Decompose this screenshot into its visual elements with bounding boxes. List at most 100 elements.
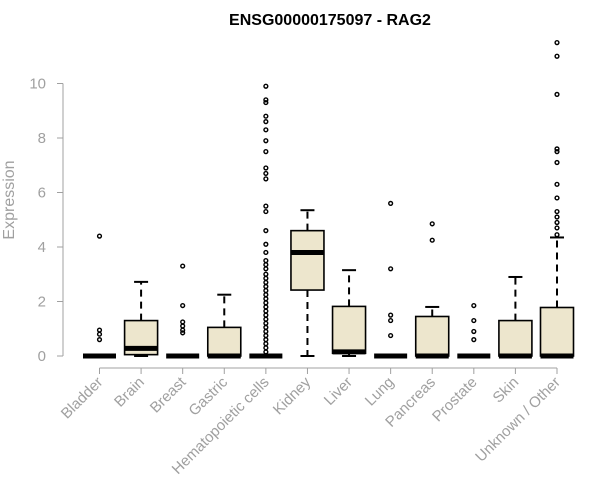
outlier-point [263, 337, 269, 343]
box-body [331, 305, 367, 355]
outlier-point [554, 219, 560, 226]
y-tick-label: 2 [38, 294, 46, 311]
box-pancreas [414, 221, 450, 359]
outlier-point [180, 327, 186, 333]
outlier-point [554, 214, 560, 220]
outlier-point [554, 225, 560, 231]
x-tick-label: Liver [321, 374, 356, 409]
outlier-point [388, 332, 394, 339]
outlier-point [263, 97, 269, 103]
outlier-point [263, 208, 269, 215]
outlier-point [96, 233, 103, 239]
box-lung [374, 200, 408, 359]
box-body [414, 315, 450, 357]
outlier-point [471, 302, 477, 309]
outlier-point [554, 208, 560, 215]
outlier-point [263, 170, 269, 177]
y-tick-label: 4 [38, 239, 46, 256]
outlier-point [180, 323, 186, 329]
box-liver [331, 269, 367, 357]
box-series [83, 40, 575, 359]
outlier-point [429, 237, 435, 243]
x-tick-label: Prostate [429, 374, 481, 426]
outlier-point [263, 266, 269, 272]
outlier-point [388, 200, 394, 206]
outlier-point [263, 83, 269, 89]
x-tick-label: Lung [362, 374, 398, 410]
outlier-point [263, 149, 269, 155]
outlier-point [554, 159, 560, 166]
outlier-point [554, 195, 560, 201]
outlier-point [180, 319, 186, 325]
box-body [206, 326, 242, 357]
outlier-point [263, 341, 269, 347]
outlier-point [263, 296, 269, 302]
outlier-point [263, 241, 269, 247]
outlier-point [388, 317, 394, 324]
x-tick-label: Brain [111, 374, 148, 411]
box-brain [123, 280, 159, 357]
outlier-point [263, 271, 269, 277]
outlier-point [263, 345, 269, 351]
outlier-point [263, 312, 269, 318]
box-kidney [290, 209, 325, 357]
outlier-point [554, 91, 560, 97]
outlier-point [554, 232, 560, 238]
chart-title: ENSG00000175097 - RAG2 [229, 12, 431, 29]
outlier-point [263, 99, 269, 106]
outlier-point [180, 302, 186, 309]
x-tick-label: Kidney [270, 373, 315, 418]
x-tick-label: Bladder [58, 374, 107, 423]
outlier-point [263, 176, 269, 182]
outlier-point [263, 249, 269, 256]
outlier-point [471, 337, 477, 343]
y-tick-label: 8 [38, 130, 46, 147]
outlier-point [263, 288, 269, 294]
box-breast [166, 263, 200, 359]
outlier-point [471, 328, 477, 335]
outlier-point [263, 283, 269, 290]
y-tick-label: 0 [38, 348, 46, 365]
box-unknown-other [539, 40, 575, 359]
outlier-point [263, 203, 269, 209]
x-tick-label: Breast [147, 373, 190, 416]
outlier-point [263, 332, 269, 339]
outlier-point [263, 316, 269, 322]
outlier-point [471, 317, 477, 324]
outlier-point [180, 330, 186, 336]
outlier-point [263, 275, 269, 281]
outlier-point [263, 292, 269, 298]
box-body [539, 306, 575, 357]
outlier-point [388, 266, 394, 272]
outlier-point [429, 221, 435, 227]
outlier-point [554, 181, 560, 187]
outlier-point [263, 279, 269, 286]
outlier-point [180, 263, 186, 269]
outlier-point [263, 320, 269, 326]
outlier-point [263, 138, 269, 144]
outlier-point [263, 262, 269, 268]
outlier-point [554, 53, 560, 59]
outlier-point [96, 327, 103, 333]
box-body [290, 229, 325, 291]
outlier-point [263, 300, 269, 306]
box-skin [498, 275, 533, 359]
outlier-point [388, 312, 394, 318]
outlier-point [263, 304, 269, 310]
outlier-point [263, 119, 269, 125]
outlier-point [554, 40, 560, 46]
x-tick-label: Skin [490, 374, 523, 407]
outlier-point [263, 308, 269, 314]
outlier-point [263, 328, 269, 335]
outlier-point [263, 127, 269, 133]
y-tick-label: 10 [29, 76, 46, 93]
outlier-point [263, 165, 269, 171]
y-tick-label: 6 [38, 185, 46, 202]
box-bladder [83, 233, 116, 359]
outlier-point [263, 228, 269, 234]
box-prostate [457, 302, 491, 359]
outlier-point [263, 258, 269, 264]
outlier-point [96, 331, 103, 337]
box-body [498, 319, 533, 357]
